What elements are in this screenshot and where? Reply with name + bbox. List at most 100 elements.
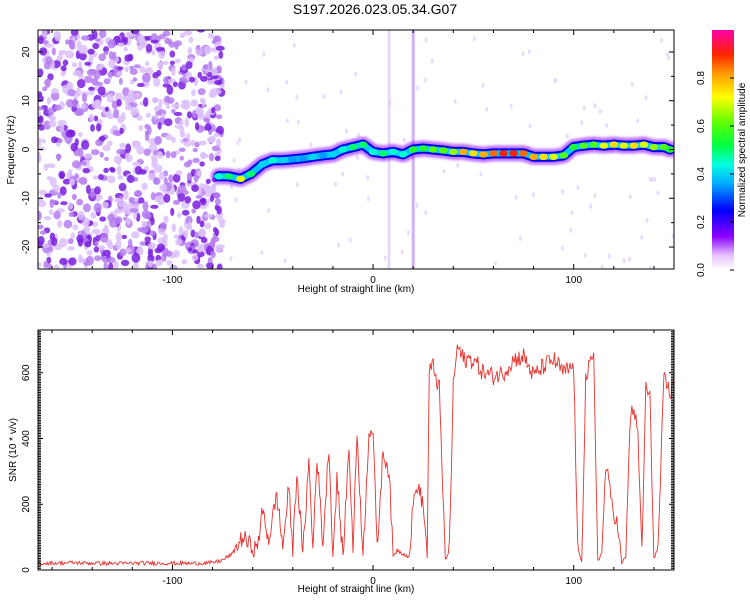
noise-speckle <box>194 231 199 239</box>
noise-speckle <box>48 120 57 128</box>
noise-speckle <box>38 142 42 147</box>
noise-speckle <box>50 91 60 101</box>
noise-speckle <box>116 165 122 176</box>
noise-speckle <box>212 227 218 233</box>
noise-speckle <box>162 60 169 65</box>
ridge-point <box>649 143 659 151</box>
spectrogram-y-tick-label: -20 <box>21 239 32 254</box>
noise-speckle <box>200 153 210 158</box>
ridge-point <box>358 141 368 148</box>
noise-speckle <box>430 58 434 64</box>
noise-speckle <box>57 138 63 144</box>
noise-speckle <box>153 77 161 87</box>
noise-speckle <box>197 251 205 258</box>
noise-speckle <box>481 82 485 88</box>
noise-speckle <box>152 72 159 79</box>
noise-speckle <box>44 193 52 198</box>
noise-speckle <box>267 208 271 214</box>
noise-speckle <box>194 141 200 148</box>
noise-speckle <box>192 147 198 153</box>
noise-speckle <box>138 125 144 131</box>
noise-speckle <box>82 203 91 213</box>
noise-speckle <box>133 177 139 182</box>
noise-speckle <box>218 50 224 59</box>
noise-speckle <box>210 75 219 80</box>
noise-speckle <box>177 192 186 202</box>
noise-speckle <box>165 150 171 159</box>
noise-speckle <box>119 142 126 149</box>
noise-speckle <box>158 200 164 206</box>
spectrogram-y-tick-label: 0 <box>21 146 32 152</box>
noise-speckle <box>127 89 136 100</box>
ridge-point <box>398 151 408 158</box>
noise-speckle <box>644 95 648 101</box>
noise-speckle <box>322 94 326 99</box>
ridge-point <box>328 151 338 158</box>
noise-speckle <box>94 84 99 92</box>
noise-speckle <box>192 157 200 164</box>
noise-speckle <box>68 257 77 266</box>
noise-speckle <box>196 170 202 177</box>
noise-speckle <box>50 199 59 204</box>
noise-speckle <box>211 106 216 114</box>
noise-speckle <box>162 233 168 242</box>
noise-speckle <box>213 55 219 60</box>
noise-speckle <box>195 194 203 199</box>
noise-speckle <box>113 155 122 164</box>
noise-speckle <box>163 177 168 185</box>
noise-speckle <box>171 103 179 108</box>
spectrogram-x-tick-label: 100 <box>565 275 582 286</box>
noise-speckle <box>81 93 88 103</box>
noise-speckle <box>184 196 192 204</box>
noise-speckle <box>667 55 670 61</box>
noise-speckle <box>57 192 62 199</box>
noise-speckle <box>126 217 131 225</box>
noise-speckle <box>509 103 513 109</box>
noise-speckle <box>195 106 202 115</box>
noise-speckle <box>120 259 130 267</box>
noise-speckle <box>65 50 75 59</box>
noise-speckle <box>124 66 129 73</box>
noise-speckle <box>266 87 270 93</box>
ridge-point <box>519 150 528 157</box>
noise-speckle <box>104 156 109 162</box>
noise-speckle <box>141 220 148 228</box>
noise-speckle <box>147 254 155 262</box>
noise-speckle <box>98 106 106 111</box>
noise-speckle <box>216 263 223 269</box>
noise-speckle <box>203 185 210 192</box>
noise-speckle <box>43 216 52 221</box>
colorbar-tick-label: 0.2 <box>696 215 707 229</box>
noise-speckle <box>205 118 211 126</box>
noise-speckle <box>400 249 404 255</box>
noise-speckle <box>356 154 359 160</box>
noise-speckle <box>38 111 42 117</box>
noise-speckle <box>106 113 115 120</box>
noise-speckle <box>191 184 199 192</box>
ridge-point <box>368 148 378 156</box>
noise-speckle <box>565 133 569 139</box>
noise-speckle <box>130 106 139 116</box>
noise-speckle <box>296 119 300 125</box>
noise-speckle <box>209 135 216 143</box>
noise-speckle <box>137 44 143 52</box>
noise-speckle <box>119 248 127 257</box>
noise-speckle <box>181 79 189 84</box>
noise-speckle <box>605 122 609 128</box>
noise-speckle <box>115 239 122 250</box>
noise-speckle <box>145 43 153 53</box>
noise-speckle <box>42 30 48 38</box>
noise-speckle <box>121 112 126 122</box>
noise-speckle <box>159 171 165 180</box>
noise-speckle <box>210 250 216 259</box>
noise-speckle <box>123 46 128 52</box>
noise-speckle <box>67 89 76 97</box>
noise-speckle <box>216 125 224 135</box>
snr-x-tick-label: -100 <box>162 576 182 587</box>
noise-speckle <box>60 71 66 77</box>
noise-speckle <box>94 240 99 247</box>
ridge-point <box>499 150 508 157</box>
noise-speckle <box>561 189 565 195</box>
snr-y-ticks: 0 200 400 600 <box>21 329 674 573</box>
noise-speckle <box>197 71 203 79</box>
